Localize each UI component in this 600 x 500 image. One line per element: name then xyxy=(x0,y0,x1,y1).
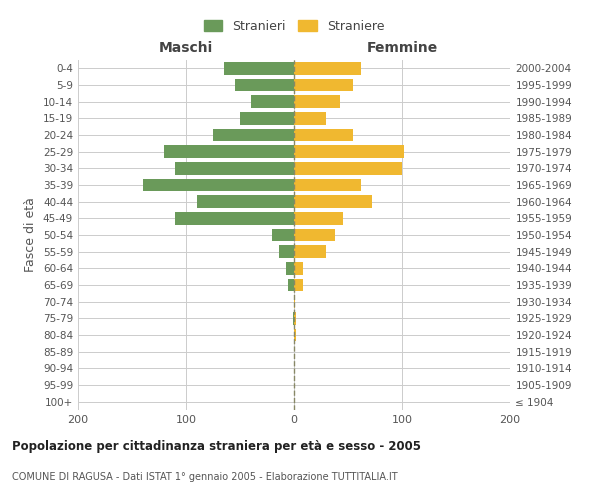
Bar xyxy=(294,262,302,274)
Bar xyxy=(294,146,404,158)
Bar xyxy=(293,312,294,324)
Bar xyxy=(294,129,353,141)
Text: Popolazione per cittadinanza straniera per età e sesso - 2005: Popolazione per cittadinanza straniera p… xyxy=(12,440,421,453)
Text: Maschi: Maschi xyxy=(159,41,213,55)
Bar xyxy=(294,196,372,208)
Bar xyxy=(240,112,294,124)
Bar xyxy=(213,129,294,141)
Bar xyxy=(272,229,294,241)
Bar xyxy=(279,246,294,258)
Bar xyxy=(294,296,295,308)
Bar xyxy=(294,279,302,291)
Bar xyxy=(294,329,296,341)
Bar xyxy=(294,179,361,192)
Text: COMUNE DI RAGUSA - Dati ISTAT 1° gennaio 2005 - Elaborazione TUTTITALIA.IT: COMUNE DI RAGUSA - Dati ISTAT 1° gennaio… xyxy=(12,472,398,482)
Bar xyxy=(164,146,294,158)
Bar xyxy=(294,79,353,92)
Bar xyxy=(235,79,294,92)
Bar xyxy=(294,229,335,241)
Bar xyxy=(224,62,294,74)
Bar xyxy=(294,112,326,124)
Bar xyxy=(294,246,326,258)
Bar xyxy=(143,179,294,192)
Bar xyxy=(175,162,294,174)
Legend: Stranieri, Straniere: Stranieri, Straniere xyxy=(200,16,388,37)
Y-axis label: Fasce di età: Fasce di età xyxy=(25,198,37,272)
Bar xyxy=(294,212,343,224)
Text: Femmine: Femmine xyxy=(367,41,437,55)
Bar xyxy=(294,312,296,324)
Bar xyxy=(294,96,340,108)
Bar xyxy=(251,96,294,108)
Bar xyxy=(287,279,294,291)
Bar xyxy=(286,262,294,274)
Bar xyxy=(175,212,294,224)
Bar xyxy=(294,162,402,174)
Bar xyxy=(294,62,361,74)
Bar xyxy=(197,196,294,208)
